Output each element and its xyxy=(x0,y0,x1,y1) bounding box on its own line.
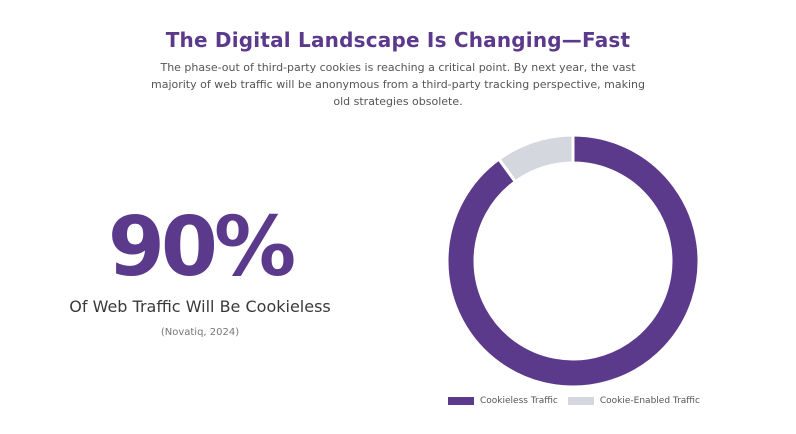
chart-legend: Cookieless Traffic Cookie-Enabled Traffi… xyxy=(448,394,728,408)
stat-citation: (Novatiq, 2024) xyxy=(160,327,240,338)
donut-slice-cookie-enabled xyxy=(496,133,575,184)
page-subtitle: The phase-out of third-party cookies is … xyxy=(150,61,645,108)
stat-label: Of Web Traffic Will Be Cookieless xyxy=(69,297,331,316)
donut-chart xyxy=(445,133,701,389)
legend-label-cookieless: Cookieless Traffic xyxy=(480,396,558,406)
donut-slice-cookieless xyxy=(445,133,701,389)
legend-item-cookie-enabled: Cookie-Enabled Traffic xyxy=(567,396,700,406)
stat-value: 90% xyxy=(107,200,296,295)
legend-swatch-cookieless xyxy=(448,397,474,405)
legend-label-cookie-enabled: Cookie-Enabled Traffic xyxy=(599,396,700,406)
legend-swatch-cookie-enabled xyxy=(567,397,594,405)
page-title: The Digital Landscape Is Changing—Fast xyxy=(165,28,631,52)
legend-item-cookieless: Cookieless Traffic xyxy=(448,396,558,406)
